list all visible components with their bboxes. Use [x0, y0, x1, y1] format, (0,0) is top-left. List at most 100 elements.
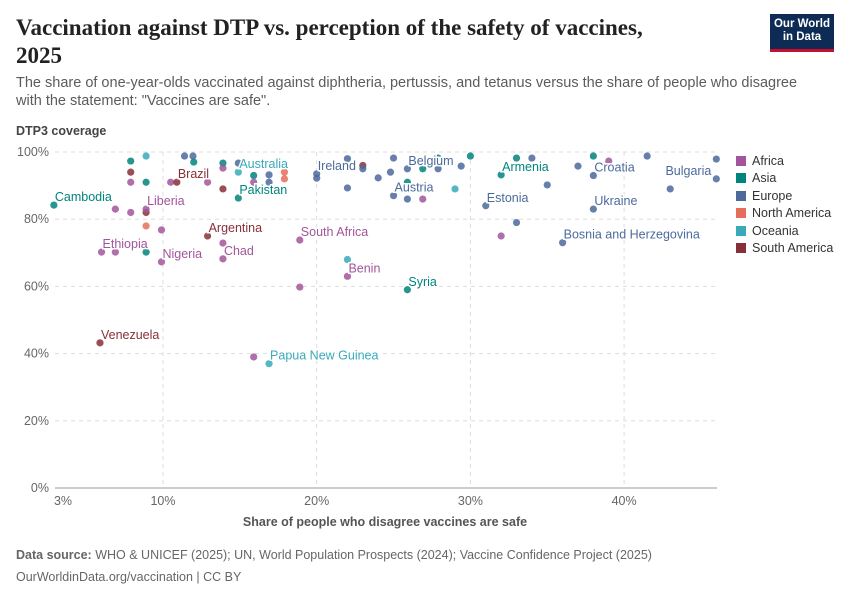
y-tick-label: 80%: [24, 212, 49, 226]
legend-swatch: [736, 208, 746, 219]
data-point: [389, 192, 398, 200]
data-point: [419, 195, 427, 203]
data-point: [265, 360, 273, 368]
data-point: [111, 205, 119, 213]
point-label: Benin: [348, 261, 380, 275]
data-point: [343, 155, 352, 163]
point-label: Estonia: [487, 191, 529, 205]
point-label: Chad: [224, 244, 254, 258]
data-point: [234, 159, 242, 167]
x-tick-label: 10%: [150, 494, 175, 508]
owid-logo[interactable]: Our World in Data: [770, 14, 834, 52]
y-tick-label: 40%: [24, 347, 49, 361]
data-point: [142, 248, 150, 256]
data-point: [250, 353, 258, 361]
data-point: [403, 178, 411, 186]
data-point: [389, 154, 398, 162]
source-text: WHO & UNICEF (2025); UN, World Populatio…: [95, 548, 652, 562]
data-point: [96, 339, 104, 347]
data-point: [434, 165, 442, 173]
point-label: Cambodia: [55, 190, 112, 204]
data-point: [343, 272, 352, 280]
point-label: Belgium: [408, 154, 453, 168]
data-point: [265, 171, 273, 179]
data-point: [457, 162, 465, 170]
data-point: [219, 164, 227, 172]
data-point: [127, 208, 135, 217]
data-point: [512, 218, 521, 227]
x-tick-label: 40%: [612, 494, 637, 508]
data-point: [190, 158, 198, 166]
data-point: [343, 255, 352, 264]
data-point: [605, 157, 613, 165]
data-point: [528, 154, 536, 162]
point-label: Papua New Guinea: [270, 349, 378, 363]
x-tick-label: 20%: [304, 494, 329, 508]
data-point: [280, 175, 289, 183]
point-label: Bosnia and Herzegovina: [564, 228, 700, 242]
legend-item[interactable]: South America: [736, 240, 833, 258]
point-label: Ukraine: [594, 194, 637, 208]
data-point: [589, 205, 597, 213]
point-label: Argentina: [209, 221, 263, 235]
data-point: [512, 154, 521, 162]
data-point: [219, 239, 227, 247]
data-point: [189, 152, 197, 160]
data-point: [712, 175, 720, 183]
data-point: [234, 194, 242, 202]
data-point: [589, 171, 597, 180]
point-label: Bulgaria: [665, 164, 711, 178]
data-point: [203, 178, 212, 186]
data-point: [219, 159, 227, 167]
data-point: [203, 232, 212, 240]
point-label: Croatia: [594, 161, 634, 175]
legend-item[interactable]: Asia: [736, 170, 833, 188]
legend-label: Asia: [752, 171, 777, 186]
point-label: South Africa: [301, 225, 368, 239]
data-point: [142, 152, 150, 160]
data-point: [482, 202, 490, 210]
data-point: [543, 181, 551, 189]
data-point: [250, 171, 258, 180]
data-point: [234, 168, 242, 176]
legend-label: Europe: [752, 188, 793, 203]
data-point: [419, 165, 427, 173]
data-point: [167, 178, 175, 186]
point-label: Venezuela: [101, 328, 159, 342]
legend-item[interactable]: North America: [736, 205, 833, 223]
data-point: [180, 152, 189, 160]
y-tick-label: 60%: [24, 279, 49, 293]
y-tick-label: 100%: [17, 145, 49, 159]
legend-label: South America: [752, 241, 834, 256]
data-point: [157, 258, 166, 266]
legend-item[interactable]: Oceania: [736, 222, 833, 240]
data-point: [142, 178, 150, 186]
data-point: [173, 178, 181, 186]
data-point: [296, 236, 304, 244]
data-point: [313, 174, 321, 182]
legend-item[interactable]: Europe: [736, 187, 833, 205]
y-axis-label: DTP3 coverage: [16, 124, 107, 138]
chart-subtitle: The share of one-year-olds vaccinated ag…: [16, 75, 798, 109]
data-source: Data source: WHO & UNICEF (2025); UN, Wo…: [16, 548, 652, 562]
data-point: [296, 283, 304, 291]
y-tick-label: 20%: [24, 414, 49, 428]
legend-item[interactable]: Africa: [736, 152, 833, 170]
source-label: Data source:: [16, 548, 92, 562]
legend-swatch: [736, 173, 746, 184]
legend-swatch: [736, 243, 746, 254]
legend-label: Oceania: [752, 223, 799, 238]
data-point: [157, 226, 166, 234]
data-point: [497, 171, 505, 179]
footer-link[interactable]: OurWorldinData.org/vaccination | CC BY: [16, 570, 242, 584]
legend-swatch: [736, 225, 746, 236]
x-tick-label: 30%: [458, 494, 483, 508]
data-point: [466, 152, 474, 160]
legend-label: Africa: [752, 153, 784, 168]
data-point: [712, 155, 720, 163]
data-point: [403, 195, 411, 203]
legend: Africa Asia Europe North America Oceania Sout…: [736, 152, 833, 257]
data-point: [434, 154, 442, 162]
